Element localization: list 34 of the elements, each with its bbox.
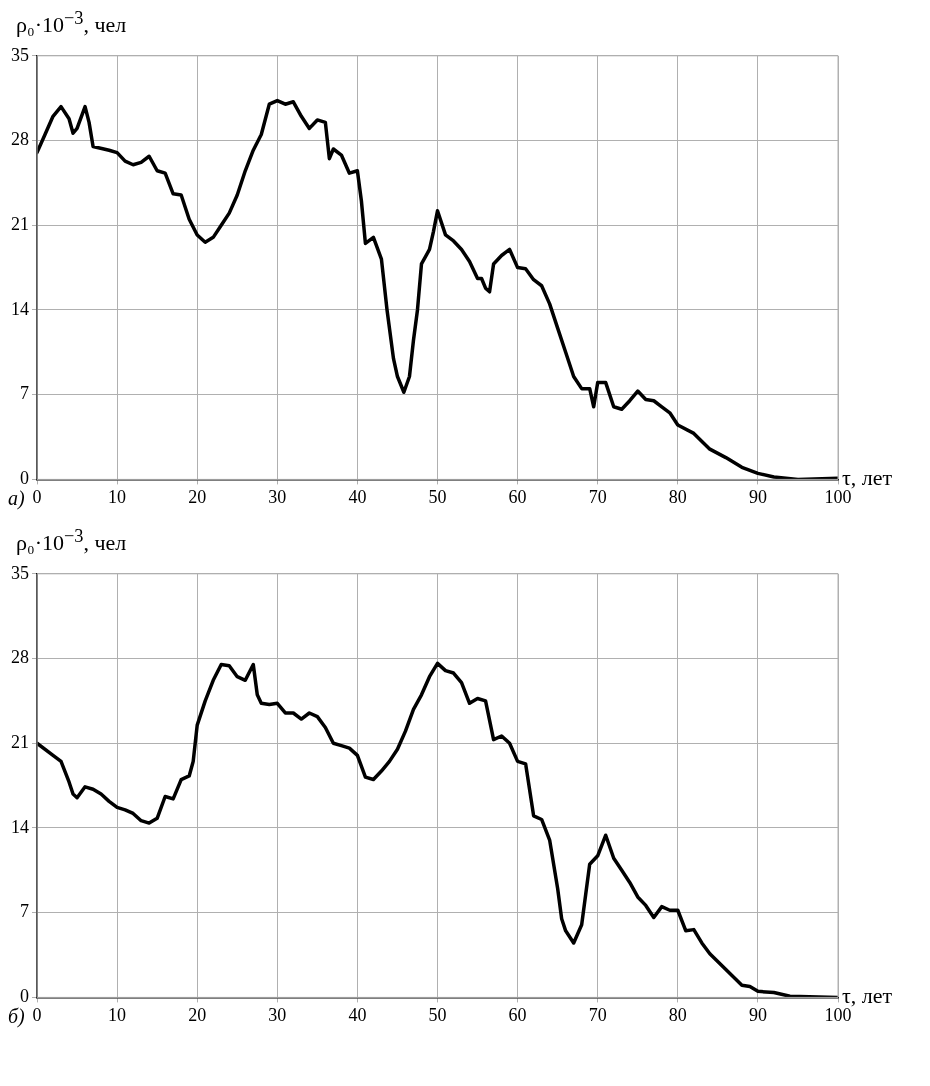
x-tick-label: 80	[668, 1004, 687, 1025]
x-tick-label: 40	[348, 1004, 367, 1025]
x-tick-label: 90	[748, 486, 767, 507]
x-tick-label: 50	[428, 1004, 447, 1025]
x-tick-label: 80	[668, 486, 687, 507]
text: а)	[8, 487, 25, 511]
y-tick-label: 0	[20, 468, 29, 489]
y-tick-label: 0	[20, 986, 29, 1007]
x-tick-label: 20	[188, 486, 207, 507]
y-axis-title: ρ₀·10$^{−3}$, чел	[15, 8, 128, 40]
y-tick-label: 35	[11, 44, 29, 65]
x-tick-label: 50	[428, 486, 447, 507]
y-tick-label: 7	[20, 901, 29, 922]
x-tick-label: 60	[508, 486, 527, 507]
x-tick-label: 70	[588, 486, 607, 507]
x-tick-label: 20	[188, 1004, 207, 1025]
x-tick-label: 90	[748, 1004, 767, 1025]
y-tick-label: 28	[11, 129, 29, 150]
y-tick-label: 14	[11, 816, 29, 837]
y-tick-label: 7	[20, 383, 29, 404]
y-tick-label: 21	[11, 213, 29, 234]
x-tick-label: 40	[348, 486, 367, 507]
x-tick-label: 30	[268, 486, 287, 507]
y-tick-label: 28	[11, 647, 29, 668]
y-axis-title: ρ₀·10$^{−3}$, чел	[15, 526, 128, 558]
x-tick-label: 60	[508, 1004, 527, 1025]
y-tick-label: 21	[11, 731, 29, 752]
y-tick-label: 14	[11, 298, 29, 319]
x-tick-label: 70	[588, 1004, 607, 1025]
text: б)	[8, 1005, 25, 1029]
x-tick-label: 10	[108, 486, 127, 507]
x-tick-label: 10	[108, 1004, 127, 1025]
y-tick-label: 35	[11, 562, 29, 583]
x-tick-label: 30	[268, 1004, 287, 1025]
